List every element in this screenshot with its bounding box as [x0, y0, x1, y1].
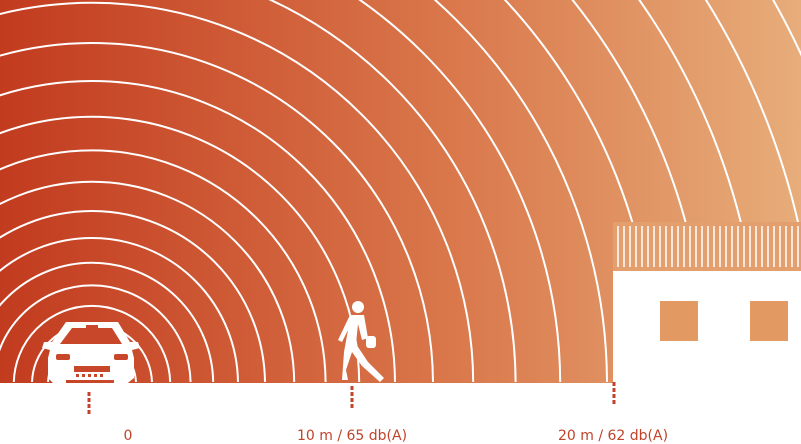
- car-base: [0, 383, 208, 391]
- walking-person-icon: [338, 301, 384, 382]
- sound-wave-ring: [0, 210, 266, 382]
- distance-label-building: 20 m / 62 db(A): [557, 428, 669, 444]
- sound-wave-ring: [0, 284, 192, 382]
- sound-wave-ring: [0, 0, 607, 384]
- sound-wave-rings: [0, 0, 801, 384]
- sound-wave-ring: [0, 237, 239, 382]
- distance-marker-dash: [87, 392, 91, 396]
- sound-wave-ring: [0, 0, 707, 384]
- sound-wave-ring: [0, 115, 361, 382]
- car-front-icon: [42, 322, 140, 386]
- ground: [0, 383, 801, 444]
- distance-marker-dash: [612, 394, 616, 398]
- sound-wave-ring: [0, 180, 296, 382]
- distance-marker-dash: [87, 410, 91, 414]
- roof-lines: [617, 226, 799, 267]
- distance-markers: [87, 382, 616, 414]
- sound-wave-ring: [0, 261, 215, 382]
- sound-wave-ring: [0, 149, 327, 382]
- distance-marker-dash: [350, 398, 354, 402]
- sound-wave-ring: [0, 42, 434, 382]
- distance-marker-dash: [350, 404, 354, 408]
- distance-marker-dash: [612, 382, 616, 386]
- sound-wave-ring: [12, 304, 172, 382]
- sound-wave-ring: [0, 0, 801, 384]
- sound-field: [0, 0, 801, 384]
- distance-marker-dash: [612, 400, 616, 404]
- sound-wave-ring: [0, 0, 656, 384]
- distance-marker-dash: [350, 386, 354, 390]
- sound-wave-ring: [0, 0, 516, 384]
- sound-wave-ring: [0, 0, 801, 384]
- building: [613, 222, 801, 383]
- sound-wave-ring: [0, 0, 761, 384]
- distance-marker-dash: [612, 388, 616, 392]
- building-roof: [613, 222, 801, 271]
- sound-wave-ring: [0, 1, 475, 382]
- building-window-left: [660, 301, 698, 341]
- distance-label-pedestrian: 10 m / 65 db(A): [296, 428, 408, 444]
- sound-wave-ring: [0, 80, 396, 382]
- distance-label-source: 0: [123, 428, 133, 444]
- distance-marker-dash: [87, 404, 91, 408]
- sound-wave-ring: [0, 0, 560, 384]
- building-window-right: [750, 301, 788, 341]
- distance-marker-dash: [87, 398, 91, 402]
- distance-marker-dash: [350, 392, 354, 396]
